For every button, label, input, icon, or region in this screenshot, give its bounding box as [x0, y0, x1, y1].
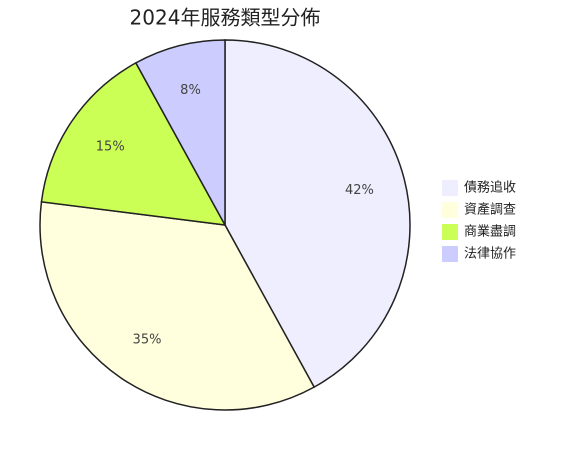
data-label: 15% — [96, 140, 125, 155]
legend-swatch — [442, 202, 458, 218]
data-label: 8% — [180, 83, 201, 98]
legend-label: 法律協作 — [464, 247, 516, 262]
data-label: 35% — [133, 332, 162, 347]
chart-title: 2024年服務類型分佈 — [130, 6, 321, 30]
pie-slice — [40, 61, 227, 226]
pie-slice — [224, 39, 411, 389]
legend-swatch — [442, 224, 458, 240]
data-label: 42% — [345, 183, 374, 198]
legend-swatch — [442, 180, 458, 196]
legend-swatch — [442, 246, 458, 262]
legend-label: 商業盡調 — [464, 224, 516, 240]
pie-slice — [134, 39, 226, 226]
pie-slice — [39, 200, 316, 411]
legend-label: 資產調查 — [464, 202, 516, 218]
legend-label: 債務追收 — [464, 180, 516, 196]
